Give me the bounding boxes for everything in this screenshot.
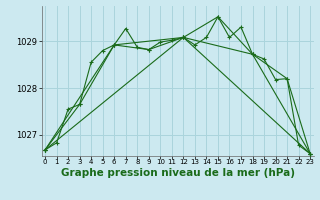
X-axis label: Graphe pression niveau de la mer (hPa): Graphe pression niveau de la mer (hPa) <box>60 168 295 178</box>
